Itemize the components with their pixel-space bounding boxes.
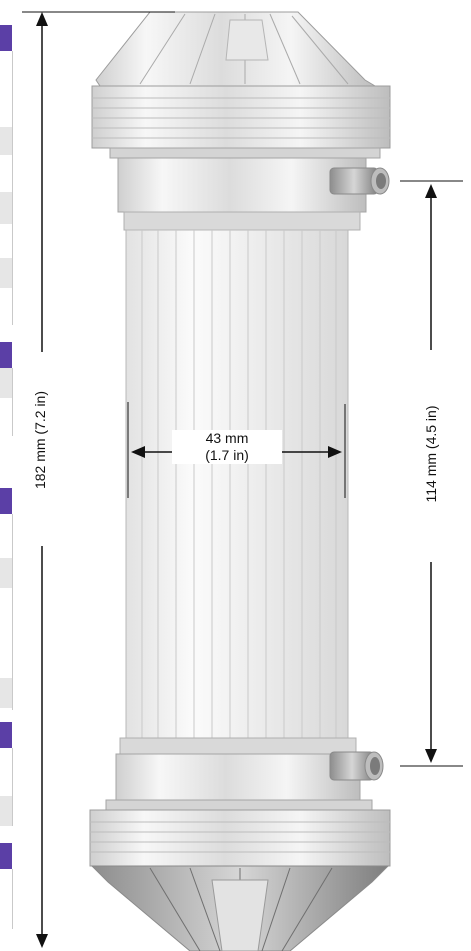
arrow-right-icon — [328, 446, 342, 458]
table-header-tab — [0, 342, 12, 368]
diameter-label: 43 mm (1.7 in) — [172, 430, 282, 464]
table-row — [0, 368, 12, 398]
arrow-left-icon — [131, 446, 145, 458]
table-header-tab — [0, 843, 12, 869]
table-row — [0, 678, 12, 708]
table-row — [0, 558, 12, 588]
table-fragment — [0, 869, 13, 929]
arrow-down-icon — [36, 934, 48, 948]
arrow-up-icon — [425, 184, 437, 198]
table-fragment — [0, 51, 13, 325]
table-row — [0, 796, 12, 826]
table-row — [0, 192, 12, 224]
table-header-tab — [0, 25, 12, 51]
diameter-in-text: (1.7 in) — [205, 447, 249, 463]
bottom-cap — [89, 737, 391, 951]
arrow-down-icon — [425, 749, 437, 763]
table-row — [0, 127, 12, 155]
arrow-up-icon — [36, 12, 48, 26]
table-row — [0, 258, 12, 288]
filter-tube — [125, 229, 349, 739]
overall-height-label: 182 mm (7.2 in) — [32, 390, 48, 490]
tube-length-label: 114 mm (4.5 in) — [423, 405, 439, 503]
tube-length-dimension — [400, 180, 463, 767]
table-header-tab — [0, 488, 12, 514]
table-header-tab — [0, 722, 12, 748]
diameter-mm-text: 43 mm — [205, 430, 249, 446]
overall-height-dimension — [22, 11, 175, 948]
top-cap — [91, 11, 391, 231]
